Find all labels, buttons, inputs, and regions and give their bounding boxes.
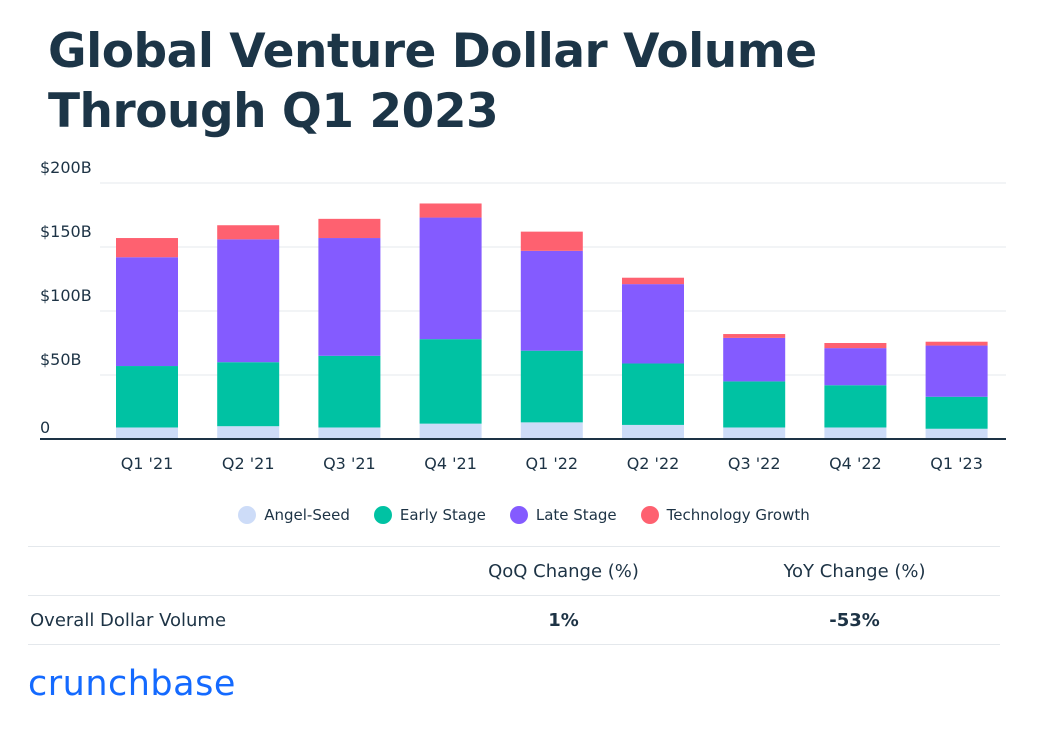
bar-technology-growth <box>824 343 887 349</box>
bar-late-stage <box>925 345 988 397</box>
legend: Angel-Seed Early Stage Late Stage Techno… <box>0 506 1048 524</box>
bar-technology-growth <box>419 203 482 218</box>
x-tick-label: Q3 '21 <box>323 454 376 473</box>
bar-angel-seed <box>622 424 684 439</box>
x-tick-label: Q3 '22 <box>728 454 781 473</box>
x-tick-label: Q1 '22 <box>525 454 578 473</box>
table-header-qoq: QoQ Change (%) <box>488 560 639 582</box>
chart-title: Global Venture Dollar Volume Through Q1 … <box>48 24 817 139</box>
change-table: QoQ Change (%) YoY Change (%) Overall Do… <box>28 546 1000 645</box>
legend-item-late-stage[interactable]: Late Stage <box>509 506 617 524</box>
bar-angel-seed <box>116 427 178 439</box>
bar-early-stage <box>520 350 583 423</box>
bar-early-stage <box>723 381 786 428</box>
y-tick-label: $100B <box>40 286 92 305</box>
x-tick-label: Q2 '22 <box>627 454 680 473</box>
x-tick-label: Q4 '21 <box>424 454 477 473</box>
x-tick-label: Q2 '21 <box>222 454 275 473</box>
bar-late-stage <box>520 250 583 351</box>
y-tick-label: $200B <box>40 158 92 177</box>
legend-label: Late Stage <box>535 506 617 524</box>
bar-technology-growth <box>622 277 684 285</box>
bar-early-stage <box>318 355 381 428</box>
bar-technology-growth <box>723 334 786 338</box>
bar-technology-growth <box>318 218 381 239</box>
x-tick-label: Q1 '23 <box>930 454 983 473</box>
bar-early-stage <box>925 396 988 429</box>
bar-early-stage <box>116 366 178 428</box>
bar-technology-growth <box>217 225 280 240</box>
bar-early-stage <box>622 363 684 425</box>
bar-technology-growth <box>925 341 988 346</box>
bar-late-stage <box>824 348 887 386</box>
bar-late-stage <box>622 284 684 364</box>
bar-angel-seed <box>925 428 988 439</box>
bar-chart: 0 $50B $100B $150B $200B Q1 '21 Q2 '21 Q3 '21 Q4… <box>40 158 1006 473</box>
table-header-row: QoQ Change (%) YoY Change (%) <box>28 546 1000 595</box>
bar-late-stage <box>419 217 482 340</box>
bar-early-stage <box>419 339 482 424</box>
legend-item-angel-seed[interactable]: Angel-Seed <box>238 506 350 524</box>
legend-label: Angel-Seed <box>264 506 350 524</box>
row-label: Overall Dollar Volume <box>30 609 227 631</box>
bar-late-stage <box>116 257 178 367</box>
yoy-value: -53% <box>829 609 880 631</box>
legend-label: Technology Growth <box>666 506 810 524</box>
bar-late-stage <box>217 239 280 363</box>
bar-angel-seed <box>520 422 583 439</box>
bar-angel-seed <box>419 423 482 439</box>
x-tick-label: Q1 '21 <box>121 454 174 473</box>
table-row: Overall Dollar Volume 1% -53% <box>28 595 1000 645</box>
y-tick-label: 0 <box>40 418 50 437</box>
legend-item-technology-growth[interactable]: Technology Growth <box>640 506 810 524</box>
bar-late-stage <box>723 337 786 382</box>
qoq-value: 1% <box>548 609 579 631</box>
table-header-yoy: YoY Change (%) <box>783 560 926 582</box>
legend-swatch-early-stage <box>373 506 392 524</box>
bar-early-stage <box>217 362 280 427</box>
bar-angel-seed <box>824 427 887 439</box>
y-tick-label: $150B <box>40 222 92 241</box>
bar-technology-growth <box>520 231 583 251</box>
bar-late-stage <box>318 238 381 356</box>
bar-angel-seed <box>318 427 381 439</box>
x-tick-label: Q4 '22 <box>829 454 882 473</box>
bar-angel-seed <box>217 426 280 439</box>
bar-technology-growth <box>116 238 178 258</box>
y-tick-label: $50B <box>40 350 82 369</box>
bar-angel-seed <box>723 427 786 439</box>
legend-swatch-technology-growth <box>640 506 659 524</box>
bar-early-stage <box>824 385 887 428</box>
legend-swatch-angel-seed <box>238 506 257 524</box>
crunchbase-logo[interactable]: crunchbase <box>28 664 236 704</box>
legend-label: Early Stage <box>399 506 486 524</box>
legend-item-early-stage[interactable]: Early Stage <box>373 506 486 524</box>
legend-swatch-late-stage <box>509 506 528 524</box>
